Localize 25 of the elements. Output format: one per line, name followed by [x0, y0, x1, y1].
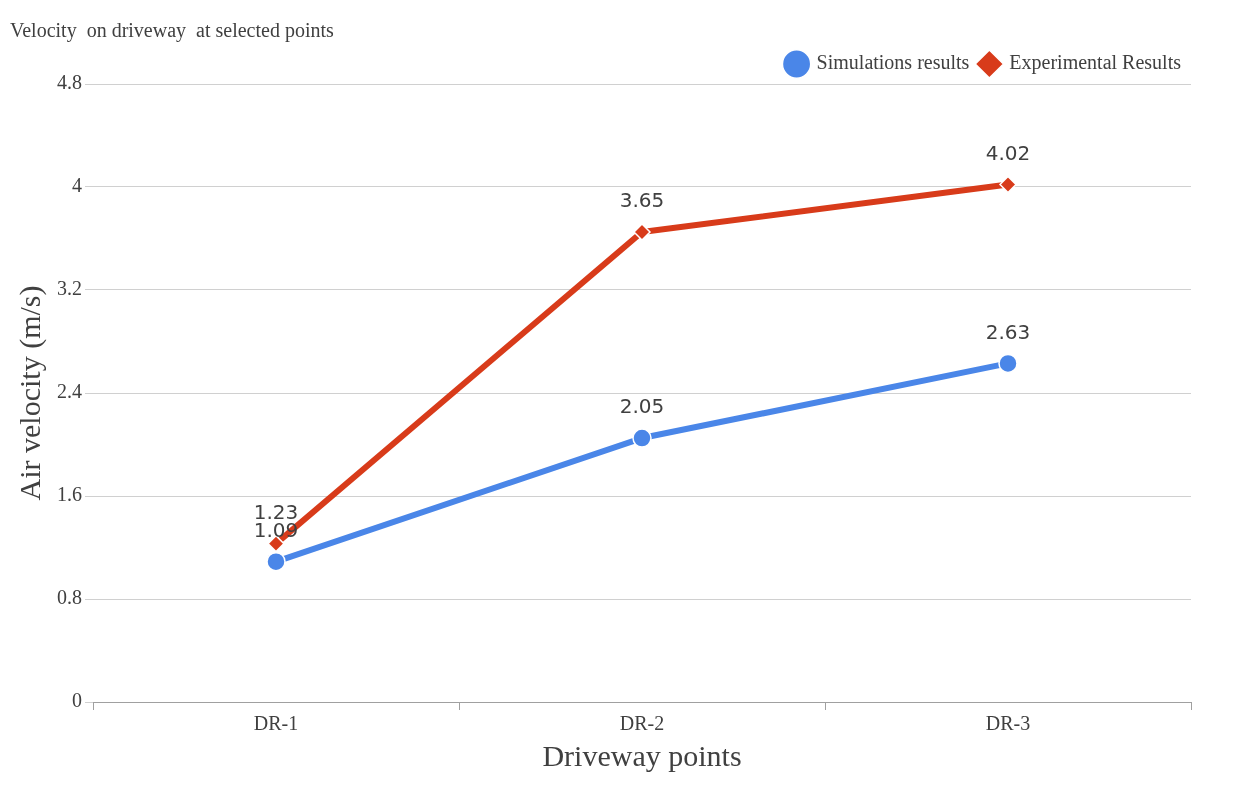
y-tick-label: 2.4: [57, 380, 82, 403]
point: [632, 428, 652, 448]
x-axis-title: Driveway points: [542, 738, 742, 772]
x-tick-label: DR-2: [619, 712, 665, 735]
y-tick-label: 0: [72, 689, 82, 712]
data-label: 4.02: [985, 140, 1031, 165]
y-tick-label: 1.6: [57, 483, 82, 506]
point: [998, 353, 1018, 374]
y-tick-label: 4: [72, 174, 82, 197]
y-tick-label: 4.8: [57, 71, 82, 94]
chart-title: Velocity on driveway at selected points: [10, 19, 335, 43]
y-tick-label: 0.8: [57, 586, 82, 609]
data-label: 2.63: [985, 319, 1031, 344]
point: [633, 223, 651, 241]
legend-label: Simulations results: [816, 51, 970, 74]
x-tick-label: DR-3: [985, 712, 1031, 735]
y-tick-label: 3.2: [57, 277, 82, 300]
data-label: 2.05: [619, 394, 665, 419]
x-tick-label: DR-1: [253, 712, 299, 735]
data-label: 1.23: [253, 499, 299, 524]
point: [266, 551, 286, 572]
y-axis-title: Air velocity (m/s): [12, 285, 47, 501]
point: [999, 175, 1017, 194]
data-label: 3.65: [619, 188, 665, 213]
legend-label: Experimental Results: [1009, 51, 1182, 75]
